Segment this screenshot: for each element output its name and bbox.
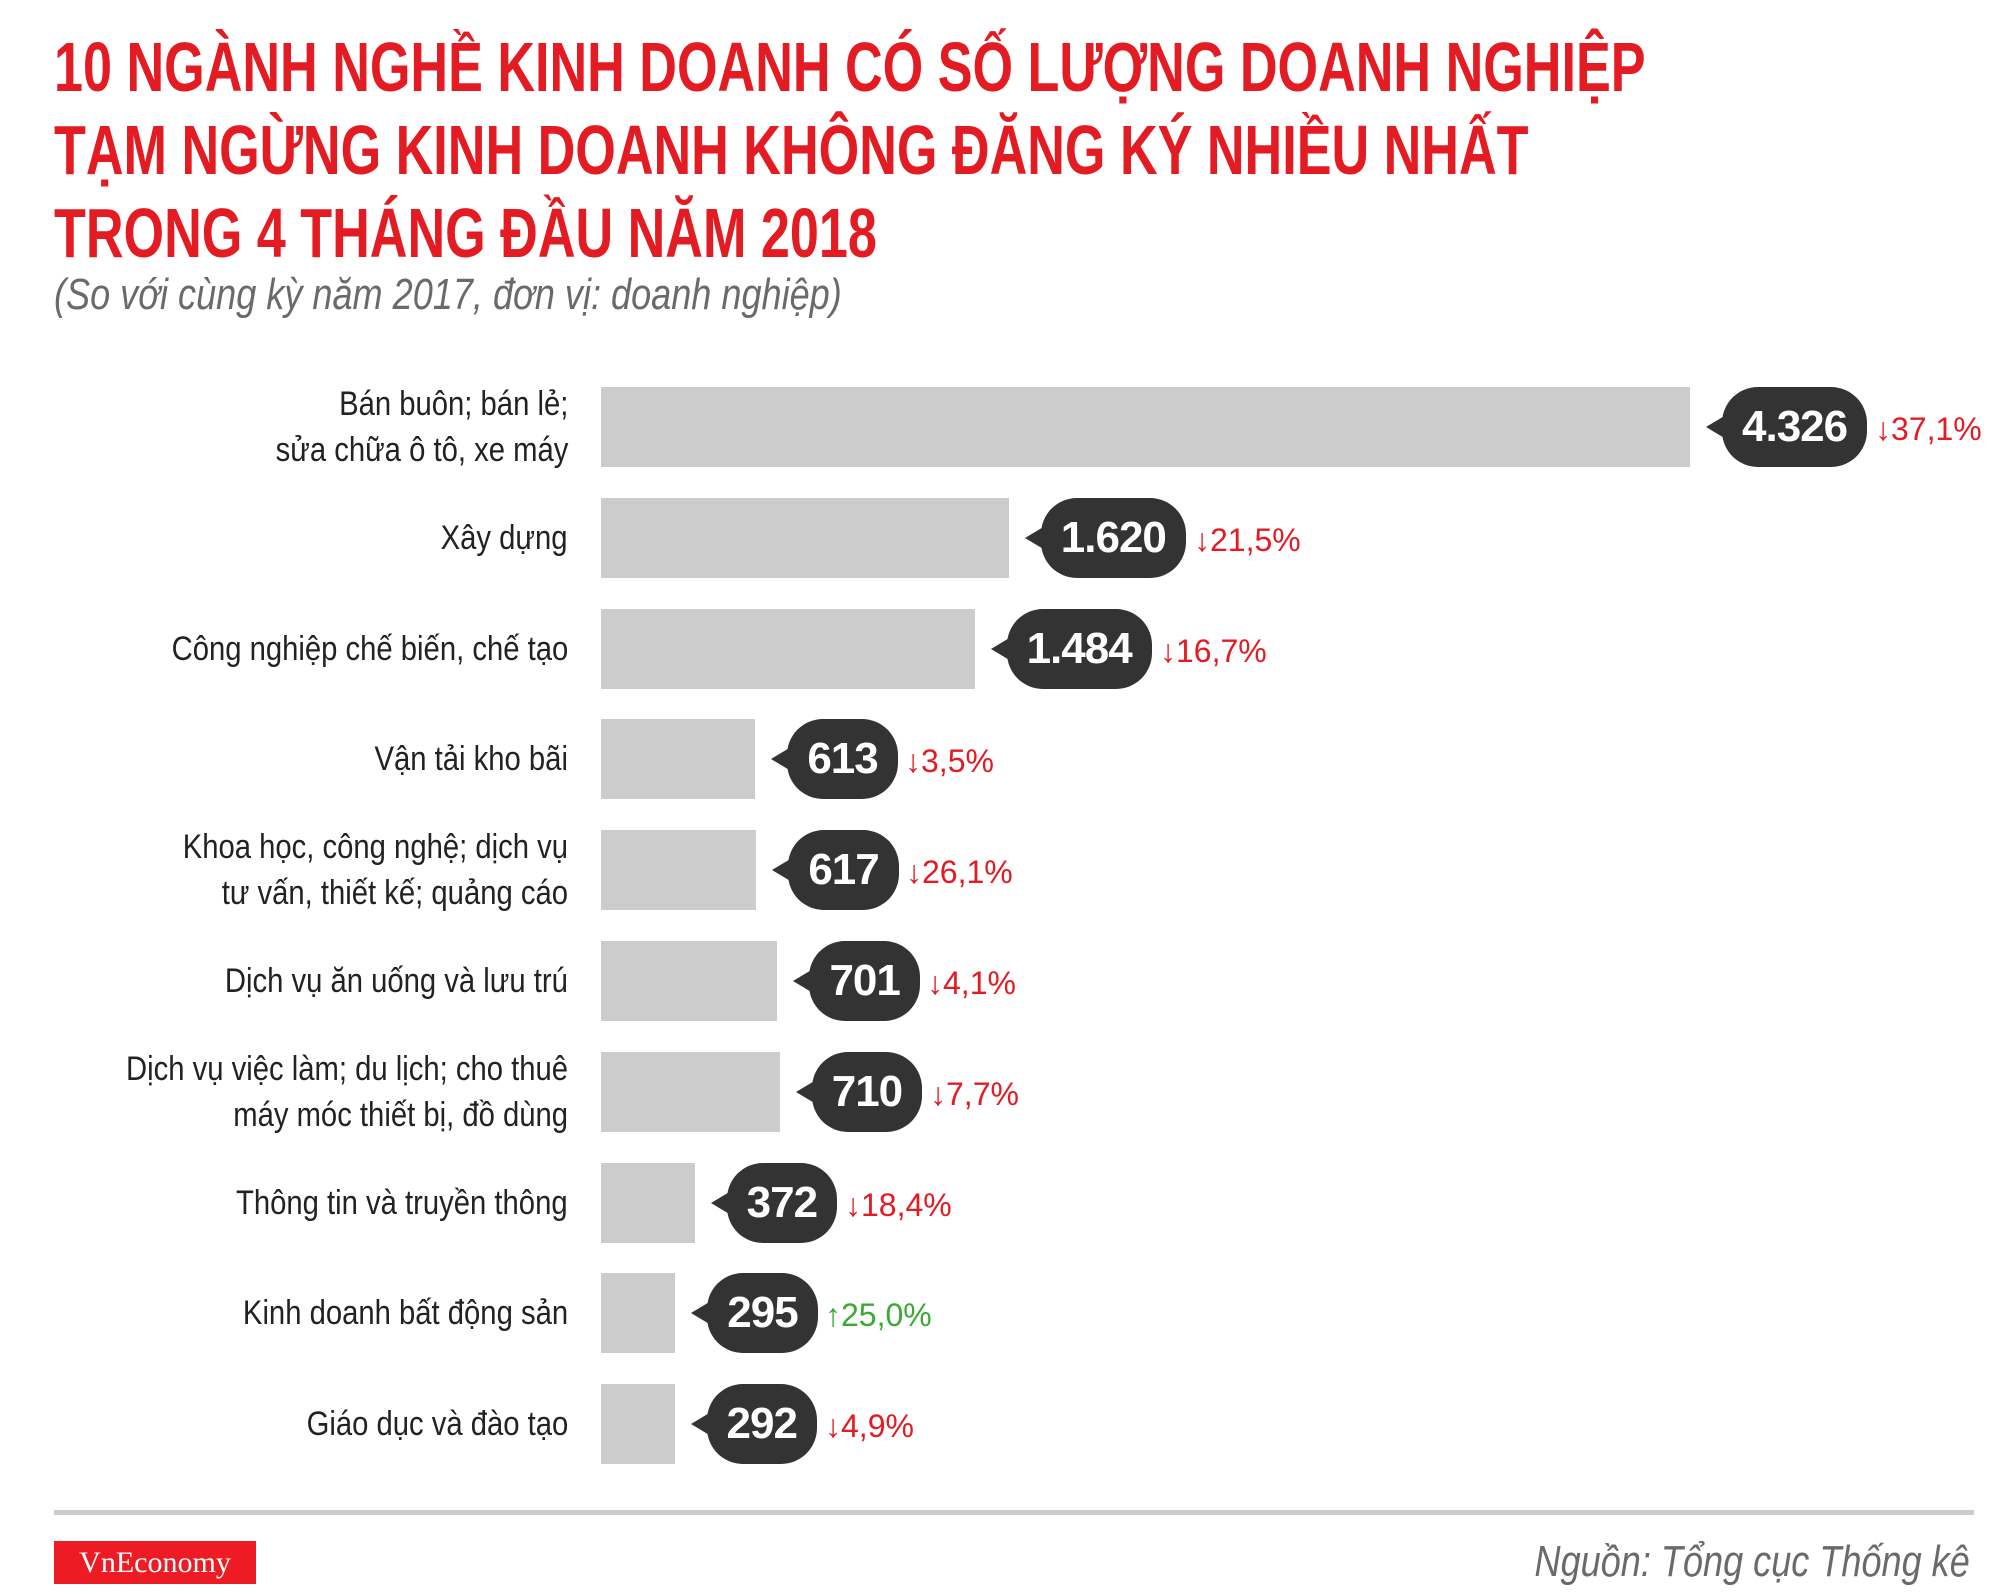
bar-row: Xây dựng 1.620 ↓21,5% — [0, 497, 2000, 578]
value-label: 710 — [795, 1051, 923, 1132]
change-value: 16,7% — [1176, 632, 1267, 669]
change-value: 26,1% — [922, 854, 1013, 891]
bar — [601, 1051, 780, 1132]
category-label: Bán buôn; bán lẻ; sửa chữa ô tô, xe máy — [275, 381, 568, 473]
change-label: ↓16,7% — [1160, 609, 1267, 689]
arrow-down-icon: ↓ — [905, 743, 921, 780]
bar — [601, 1384, 675, 1465]
bar — [601, 387, 1690, 467]
value-label: 701 — [793, 941, 920, 1021]
bar-row: Dịch vụ ăn uống và lưu trú 701 ↓4,1% — [0, 941, 2000, 1021]
bar-row: Vận tải kho bãi 613 ↓3,5% — [0, 719, 2000, 800]
bar-row: Dịch vụ việc làm; du lịch; cho thuê máy m… — [0, 1050, 2000, 1134]
bar — [601, 719, 756, 800]
title-line: TẠM NGỪNG KINH DOANH KHÔNG ĐĂNG KÝ NHIỀU… — [54, 111, 1529, 189]
chart-subtitle: (So với cùng kỳ năm 2017, đơn vị: doanh … — [54, 270, 842, 319]
change-label: ↓4,1% — [927, 941, 1016, 1021]
arrow-down-icon: ↓ — [906, 854, 922, 891]
category-label-line: Vận tải kho bãi — [374, 740, 568, 779]
bar-chart: Bán buôn; bán lẻ; sửa chữa ô tô, xe máy 4.… — [0, 385, 2000, 1465]
change-value: 25,0% — [841, 1297, 932, 1334]
change-label: ↓26,1% — [906, 830, 1013, 910]
value-label: 292 — [690, 1384, 817, 1465]
category-label-line: tư vấn, thiết kế; quảng cáo — [221, 874, 568, 913]
category-label-line: Dịch vụ ăn uống và lưu trú — [224, 962, 568, 1000]
arrow-down-icon: ↓ — [930, 1075, 946, 1112]
category-label: Xây dựng — [441, 515, 568, 561]
arrow-down-icon: ↓ — [1160, 632, 1176, 669]
bar — [601, 1162, 695, 1243]
category-label-line: Giáo dục và đào tạo — [306, 1405, 568, 1444]
category-label-line: Dịch vụ việc làm; du lịch; cho thuê — [125, 1049, 568, 1088]
bar-row: Công nghiệp chế biến, chế tạo 1.484 ↓16,7% — [0, 608, 2000, 689]
bar — [601, 497, 1009, 578]
arrow-down-icon: ↓ — [1875, 411, 1891, 447]
change-value: 18,4% — [861, 1186, 952, 1223]
change-label: ↓7,7% — [930, 1052, 1019, 1132]
bar — [601, 941, 778, 1021]
category-label: Công nghiệp chế biến, chế tạo — [171, 626, 568, 672]
footer-divider — [54, 1510, 1974, 1515]
value-label: 1.484 — [990, 608, 1152, 689]
source-note: Nguồn: Tổng cục Thống kê — [1534, 1537, 1970, 1586]
arrow-down-icon: ↓ — [1194, 521, 1210, 558]
category-label-line: máy móc thiết bị, đồ dùng — [233, 1095, 568, 1134]
arrow-down-icon: ↓ — [825, 1408, 841, 1445]
change-label: ↓18,4% — [845, 1163, 952, 1243]
category-label-line: sửa chữa ô tô, xe máy — [275, 431, 568, 469]
category-label: Vận tải kho bãi — [375, 736, 568, 782]
category-label-line: Kinh doanh bất động sản — [242, 1294, 568, 1333]
arrow-down-icon: ↓ — [927, 965, 943, 1001]
category-label-line: Công nghiệp chế biến, chế tạo — [171, 629, 568, 668]
change-label: ↓4,9% — [825, 1384, 914, 1464]
value-label: 4.326 — [1705, 387, 1868, 467]
change-label: ↓3,5% — [905, 719, 994, 799]
value-label: 613 — [771, 719, 898, 800]
bar-row: Khoa học, công nghệ; dịch vụ tư vấn, thiế… — [0, 828, 2000, 912]
category-label: Giáo dục và đào tạo — [306, 1401, 568, 1447]
value-label: 295 — [691, 1273, 818, 1354]
chart-title: 10 NGÀNH NGHỀ KINH DOANH CÓ SỐ LƯỢNG DOA… — [54, 26, 1842, 275]
change-label: ↓37,1% — [1875, 387, 1982, 467]
category-label: Khoa học, công nghệ; dịch vụ tư vấn, thiế… — [183, 824, 568, 916]
category-label: Dịch vụ ăn uống và lưu trú — [225, 958, 568, 1004]
bar — [601, 1273, 676, 1354]
category-label: Thông tin và truyền thông — [236, 1180, 568, 1226]
change-value: 37,1% — [1891, 411, 1982, 447]
value-label: 617 — [772, 830, 899, 911]
category-label: Dịch vụ việc làm; du lịch; cho thuê máy m… — [126, 1046, 568, 1138]
category-label-line: Xây dựng — [441, 518, 568, 557]
category-label-line: Khoa học, công nghệ; dịch vụ — [182, 828, 568, 867]
title-line: 10 NGÀNH NGHỀ KINH DOANH CÓ SỐ LƯỢNG DOA… — [54, 28, 1646, 106]
bar-row: Thông tin và truyền thông 372 ↓18,4% — [0, 1162, 2000, 1243]
title-line: TRONG 4 THÁNG ĐẦU NĂM 2018 — [54, 194, 877, 272]
change-label: ↑25,0% — [825, 1273, 932, 1353]
change-value: 3,5% — [921, 743, 994, 780]
change-value: 21,5% — [1210, 521, 1301, 558]
change-value: 4,1% — [943, 965, 1016, 1001]
bar — [601, 830, 757, 911]
category-label-line: Thông tin và truyền thông — [236, 1183, 568, 1222]
bar-row: Kinh doanh bất động sản 295 ↑25,0% — [0, 1273, 2000, 1354]
bar-row: Giáo dục và đào tạo 292 ↓4,9% — [0, 1384, 2000, 1465]
category-label: Kinh doanh bất động sản — [243, 1290, 568, 1336]
category-label-line: Bán buôn; bán lẻ; — [338, 385, 568, 423]
value-label: 1.620 — [1024, 497, 1186, 578]
bar-row: Bán buôn; bán lẻ; sửa chữa ô tô, xe máy 4.… — [0, 385, 2000, 469]
change-value: 7,7% — [946, 1075, 1019, 1112]
change-label: ↓21,5% — [1194, 498, 1301, 578]
vneconomy-logo: VnEconomy — [54, 1541, 256, 1584]
value-label: 372 — [710, 1162, 838, 1243]
arrow-down-icon: ↓ — [845, 1186, 861, 1223]
bar — [601, 608, 975, 689]
change-value: 4,9% — [841, 1408, 914, 1445]
arrow-up-icon: ↑ — [825, 1297, 841, 1334]
